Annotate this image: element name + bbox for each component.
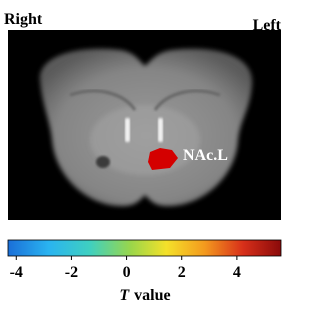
right-label: Right <box>4 11 43 28</box>
region-label: NAc.L <box>183 147 228 164</box>
colorbar-tick-label: -2 <box>65 264 78 281</box>
colorbar-tick-label: -4 <box>10 264 23 281</box>
colorbar-tick-label: 0 <box>123 264 131 281</box>
colorbar-label-text: value <box>134 287 170 304</box>
colorbar-tick-label: 2 <box>178 264 186 281</box>
colorbar-label-symbol: T <box>119 287 130 304</box>
left-label: Left <box>253 17 282 34</box>
colorbar <box>8 240 281 256</box>
colorbar-tick-label: 4 <box>233 264 241 281</box>
